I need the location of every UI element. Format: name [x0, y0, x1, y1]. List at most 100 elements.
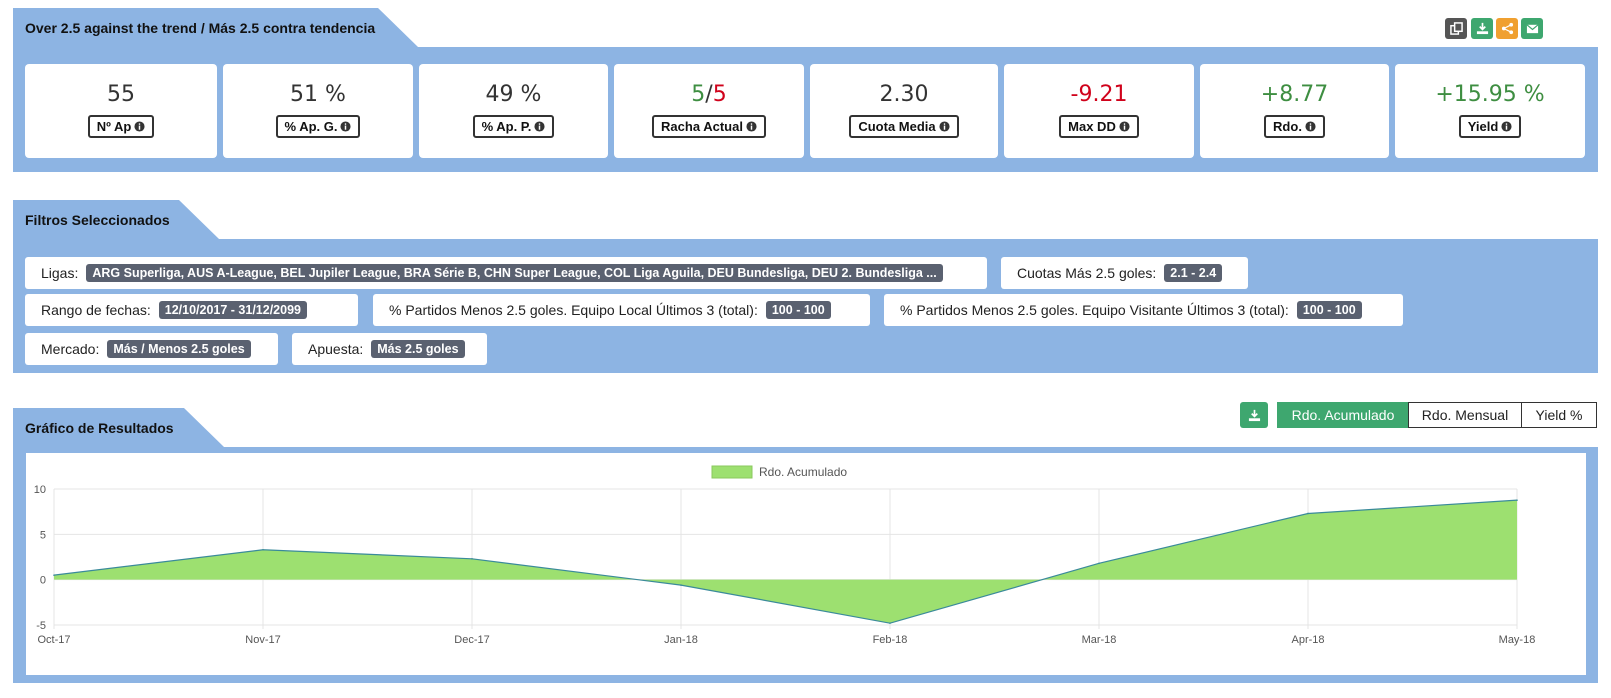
download-icon	[1248, 409, 1260, 421]
x-tick-label: Feb-18	[873, 634, 908, 646]
filter-label: % Partidos Menos 2.5 goles. Equipo Visit…	[900, 302, 1289, 318]
results-chart: 10 5 0 -5 Oct-17 Nov-17 Dec-17 Jan-18 Feb-18 Mar-…	[34, 465, 1536, 646]
info-icon	[534, 121, 545, 132]
data-point	[1307, 512, 1309, 515]
copy-button[interactable]	[1445, 18, 1467, 39]
info-icon	[340, 121, 352, 132]
stat-label[interactable]: Nº Ap	[87, 115, 155, 138]
filter-ligas: Ligas: ARG Superliga, AUS A-League, BEL …	[25, 257, 987, 289]
stat-label[interactable]: Max DD	[1059, 115, 1139, 138]
y-tick-label: 0	[40, 575, 46, 587]
x-tick-label: May-18	[1499, 634, 1536, 646]
stat-value: 2.30	[879, 82, 929, 107]
filter-value-badge: ARG Superliga, AUS A-League, BEL Jupiler…	[86, 264, 943, 282]
stat-value: +15.95 %	[1435, 82, 1545, 107]
filter-rango-fechas: Rango de fechas: 12/10/2017 - 31/12/2099	[25, 294, 358, 326]
chart-download-button[interactable]	[1240, 402, 1268, 428]
stat-label[interactable]: Racha Actual	[652, 115, 766, 138]
stat-value: 5/5	[691, 82, 726, 107]
stat-card-pct-p: 49 % % Ap. P.	[419, 64, 608, 158]
page-title: Over 2.5 against the trend / Más 2.5 con…	[25, 19, 376, 36]
x-tick-label: Nov-17	[245, 634, 280, 646]
filter-value-badge: 100 - 100	[765, 301, 831, 319]
stat-label[interactable]: Yield	[1458, 115, 1522, 138]
filter-cuotas: Cuotas Más 2.5 goles: 2.1 - 2.4	[1001, 257, 1248, 289]
data-point	[1098, 562, 1100, 565]
stat-label-text: % Ap. G.	[284, 119, 338, 134]
filter-label: % Partidos Menos 2.5 goles. Equipo Local…	[389, 302, 758, 318]
stat-label-text: Rdo.	[1273, 119, 1302, 134]
series-line	[53, 499, 1518, 624]
data-point	[1516, 499, 1518, 501]
download-icon	[1476, 22, 1488, 35]
data-point	[889, 622, 891, 624]
stat-label-text: Max DD	[1068, 119, 1116, 134]
stat-label[interactable]: % Ap. P.	[472, 115, 555, 138]
x-tick-label: Mar-18	[1082, 634, 1117, 646]
summary-section-tab: Over 2.5 against the trend / Más 2.5 con…	[13, 8, 418, 47]
data-point	[53, 574, 55, 576]
stat-card-racha: 5/5 Racha Actual	[614, 64, 804, 158]
filter-value-badge: 2.1 - 2.4	[1164, 264, 1223, 282]
email-button[interactable]	[1521, 18, 1543, 39]
filter-label: Ligas:	[41, 265, 79, 281]
filter-mercado: Mercado: Más / Menos 2.5 goles	[25, 333, 278, 365]
chart-section-tab: Gráfico de Resultados	[13, 408, 224, 447]
stat-label-text: Cuota Media	[858, 119, 936, 134]
filter-label: Apuesta:	[308, 341, 364, 357]
stat-label[interactable]: % Ap. G.	[275, 115, 361, 138]
filter-local: % Partidos Menos 2.5 goles. Equipo Local…	[373, 294, 870, 326]
info-icon	[1305, 121, 1316, 132]
info-icon	[134, 121, 145, 132]
stat-label[interactable]: Cuota Media	[849, 115, 959, 138]
stat-card-yield: +15.95 % Yield	[1395, 64, 1585, 158]
stat-label-text: Nº Ap	[96, 119, 132, 134]
x-tick-label: Apr-18	[1291, 634, 1324, 646]
copy-icon	[1449, 22, 1463, 35]
stat-card-maxdd: -9.21 Max DD	[1004, 64, 1194, 158]
chart-container: 10 5 0 -5 Oct-17 Nov-17 Dec-17 Jan-18 Feb-18 Mar-…	[26, 453, 1586, 675]
racha-separator: /	[705, 82, 713, 107]
filter-value-badge: 12/10/2017 - 31/12/2099	[158, 301, 307, 319]
stat-card-cuota: 2.30 Cuota Media	[810, 64, 998, 158]
x-tick-label: Dec-17	[454, 634, 489, 646]
stat-label[interactable]: Rdo.	[1264, 115, 1325, 138]
filter-value-badge: 100 - 100	[1296, 301, 1362, 319]
tab-yield[interactable]: Yield %	[1521, 402, 1597, 428]
tab-rdo-mensual[interactable]: Rdo. Mensual	[1408, 402, 1522, 428]
stat-label-text: % Ap. P.	[481, 119, 532, 134]
racha-total: 5	[712, 82, 727, 107]
filter-label: Rango de fechas:	[41, 302, 151, 318]
filters-section-tab: Filtros Seleccionados	[13, 200, 219, 239]
filters-title: Filtros Seleccionados	[25, 211, 170, 228]
stat-value: 49 %	[485, 82, 542, 107]
filter-visitante: % Partidos Menos 2.5 goles. Equipo Visit…	[884, 294, 1403, 326]
stat-card-n-ap: 55 Nº Ap	[25, 64, 217, 158]
info-icon	[939, 121, 950, 132]
info-icon	[1501, 121, 1512, 132]
y-tick-label: 10	[34, 484, 46, 496]
series-area	[54, 500, 1517, 624]
data-point	[262, 548, 264, 551]
stat-card-pct-g: 51 % % Ap. G.	[223, 64, 413, 158]
stat-value: 51 %	[290, 82, 346, 107]
x-tick-label: Oct-17	[37, 634, 70, 646]
chart-section-title: Gráfico de Resultados	[25, 419, 174, 436]
y-tick-label: 5	[40, 529, 46, 541]
legend-swatch	[711, 465, 753, 479]
stat-value: +8.77	[1260, 82, 1329, 107]
tab-rdo-acumulado[interactable]: Rdo. Acumulado	[1277, 402, 1409, 428]
share-button[interactable]	[1496, 18, 1518, 39]
stat-label-text: Yield	[1467, 119, 1499, 134]
filter-value-badge: Más 2.5 goles	[371, 340, 465, 358]
x-tick-label: Jan-18	[664, 634, 698, 646]
info-icon	[1119, 121, 1130, 132]
filter-value-badge: Más / Menos 2.5 goles	[107, 340, 251, 358]
data-point	[471, 558, 473, 560]
filter-label: Cuotas Más 2.5 goles:	[1017, 265, 1157, 281]
filter-apuesta: Apuesta: Más 2.5 goles	[292, 333, 487, 365]
download-button[interactable]	[1471, 18, 1493, 39]
data-point	[680, 584, 682, 586]
stat-value: -9.21	[1070, 82, 1128, 107]
email-icon	[1526, 24, 1538, 34]
